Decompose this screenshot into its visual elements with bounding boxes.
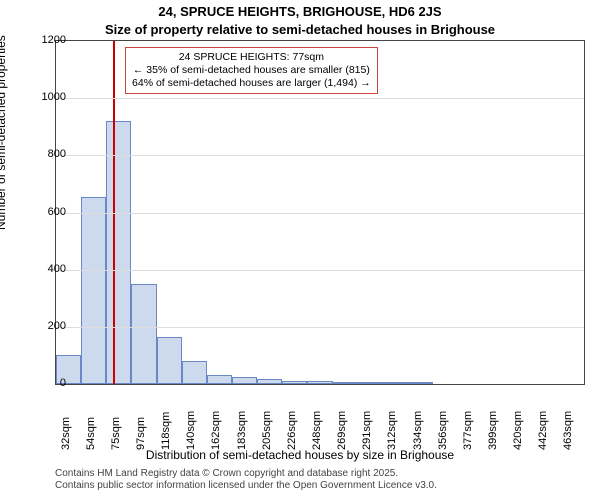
annotation-smaller: ← 35% of semi-detached houses are smalle… [132, 64, 371, 77]
x-axis-label: Distribution of semi-detached houses by … [0, 448, 600, 462]
histogram-bar [383, 382, 408, 384]
gridline [56, 213, 584, 214]
gridline [56, 327, 584, 328]
histogram-bar [408, 382, 433, 384]
x-tick-label: 420sqm [512, 411, 524, 450]
histogram-bar [358, 382, 383, 384]
x-tick-label: 269sqm [336, 411, 348, 450]
histogram-bar [157, 337, 182, 384]
histogram-bar [81, 197, 106, 384]
x-tick-label: 205sqm [261, 411, 273, 450]
chart-title-1: 24, SPRUCE HEIGHTS, BRIGHOUSE, HD6 2JS [0, 4, 600, 19]
y-tick-label: 200 [36, 320, 66, 332]
x-tick-label: 118sqm [160, 412, 172, 450]
annotation-box: 24 SPRUCE HEIGHTS: 77sqm ← 35% of semi-d… [125, 47, 378, 94]
x-tick-label: 226sqm [286, 411, 298, 450]
credit-line-1: Contains HM Land Registry data © Crown c… [55, 468, 437, 480]
y-tick-label: 0 [36, 377, 66, 389]
histogram-bar [232, 377, 257, 384]
histogram-bar [333, 382, 358, 384]
x-tick-label: 377sqm [462, 411, 474, 450]
gridline [56, 155, 584, 156]
x-tick-label: 291sqm [361, 411, 373, 450]
histogram-bar [131, 284, 156, 384]
x-tick-label: 248sqm [311, 411, 323, 450]
y-tick-label: 1200 [36, 34, 66, 46]
x-tick-label: 183sqm [236, 411, 248, 450]
histogram-bar [282, 381, 307, 384]
annotation-title: 24 SPRUCE HEIGHTS: 77sqm [132, 51, 371, 64]
y-tick-label: 400 [36, 263, 66, 275]
x-tick-label: 140sqm [185, 411, 197, 450]
x-tick-label: 463sqm [562, 411, 574, 450]
x-tick-label: 97sqm [135, 417, 147, 450]
x-tick-label: 162sqm [210, 411, 222, 450]
y-tick-label: 1000 [36, 91, 66, 103]
y-tick-label: 800 [36, 148, 66, 160]
histogram-bar [307, 381, 332, 384]
x-ticks: 32sqm 54sqm 75sqm 97sqm 118sqm 140sqm 162sqm 18… [55, 388, 585, 448]
credit-line-2: Contains public sector information licen… [55, 480, 437, 492]
histogram-bar [257, 379, 282, 384]
x-tick-label: 32sqm [60, 417, 72, 450]
x-tick-label: 54sqm [85, 417, 97, 450]
chart-title-2: Size of property relative to semi-detach… [0, 22, 600, 37]
credits: Contains HM Land Registry data © Crown c… [55, 468, 437, 492]
x-tick-label: 356sqm [437, 411, 449, 450]
gridline [56, 98, 584, 99]
y-axis-label: Number of semi-detached properties [0, 35, 8, 230]
histogram-bar [106, 121, 131, 384]
annotation-larger: 64% of semi-detached houses are larger (… [132, 77, 371, 90]
y-tick-label: 600 [36, 206, 66, 218]
x-tick-label: 334sqm [412, 411, 424, 450]
histogram-bar [207, 375, 232, 384]
x-tick-label: 312sqm [386, 411, 398, 450]
gridline [56, 270, 584, 271]
plot-area: 24 SPRUCE HEIGHTS: 77sqm ← 35% of semi-d… [55, 40, 585, 385]
x-tick-label: 442sqm [537, 411, 549, 450]
x-tick-label: 399sqm [487, 411, 499, 450]
x-tick-label: 75sqm [110, 417, 122, 450]
histogram-bar [182, 361, 207, 384]
